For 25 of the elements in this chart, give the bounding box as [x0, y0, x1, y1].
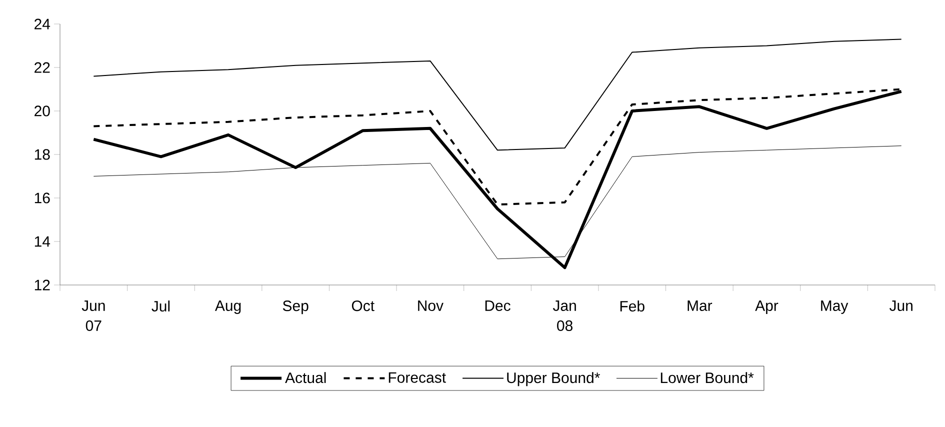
x-tick-label: Dec [485, 300, 510, 311]
legend-label: Actual [285, 372, 326, 384]
y-tick-label: 18 [34, 149, 50, 160]
legend-label: Upper Bound* [507, 372, 600, 386]
y-tick-label: 12 [34, 280, 50, 290]
x-tick-label: Aug [214, 300, 241, 314]
legend-label: Lower Bound* [660, 372, 754, 384]
y-tick-label: 20 [34, 106, 50, 116]
x-tick-label: Jan 08 [552, 300, 576, 331]
x-tick-label: Sep [282, 300, 308, 314]
x-tick-label: Mar [688, 300, 712, 311]
line-series [93, 38, 902, 151]
x-tick-label: May [821, 300, 848, 314]
x-tick-label: Apr [755, 300, 778, 314]
x-tick-label: Jun [889, 300, 912, 311]
y-tick-label: 22 [34, 62, 50, 73]
legend-label: Forecast [388, 372, 446, 383]
x-tick-label: Feb [620, 300, 644, 312]
y-tick-label: 24 [34, 18, 50, 30]
x-tick-label: Jun 07 [82, 300, 105, 331]
x-tick-label: Oct [352, 300, 374, 312]
x-tick-label: Nov [418, 300, 444, 311]
y-tick-label: 14 [34, 236, 50, 247]
x-tick-label: Jul [152, 300, 170, 312]
y-tick-label: 16 [34, 192, 50, 204]
